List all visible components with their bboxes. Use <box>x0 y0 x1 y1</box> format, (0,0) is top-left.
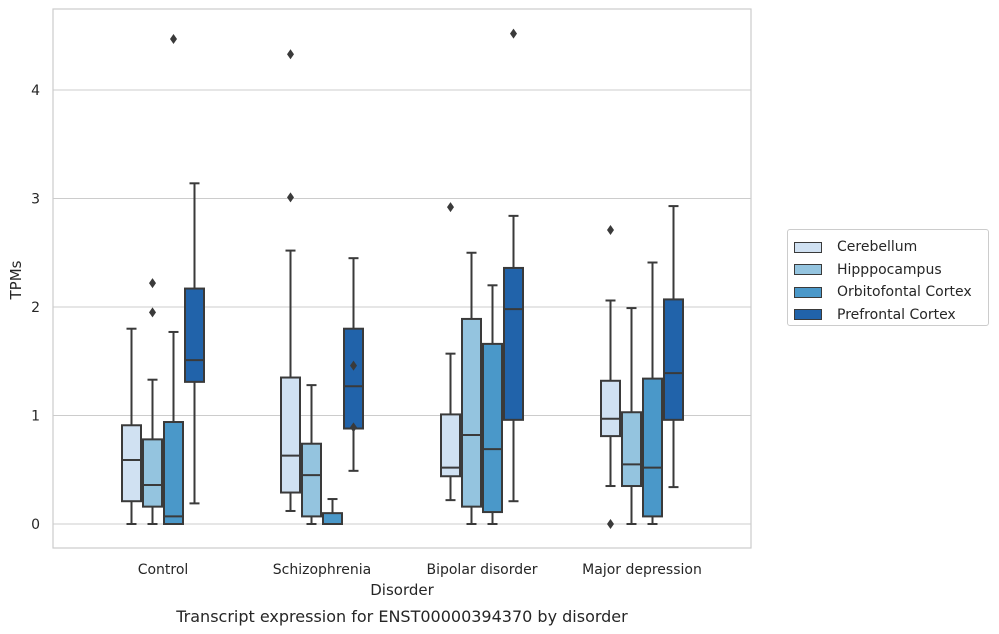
box-body <box>322 512 343 526</box>
legend-item-hippocampus: Hipppocampus <box>794 259 988 282</box>
plot-frame <box>52 8 752 549</box>
y-tick-label: 3 <box>31 192 40 208</box>
outlier-point <box>170 34 177 45</box>
outlier-point <box>510 28 517 39</box>
y-axis-label: TPMs <box>7 260 25 300</box>
box-plot-area <box>121 28 684 529</box>
box-1-3 <box>621 307 642 525</box>
x-tick-label: Major depression <box>582 562 702 578</box>
box-body <box>600 379 621 438</box>
legend-label: Orbitofontal Cortex <box>837 284 972 301</box>
chart-title: Transcript expression for ENST0000039437… <box>175 607 628 626</box>
y-tick-labels: 0 1 2 3 4 <box>31 83 40 533</box>
x-tick-labels: Control Schizophrenia Bipolar disorder Majo… <box>138 562 702 578</box>
box-2-1 <box>322 498 343 526</box>
outlier-point <box>350 422 357 433</box>
box-body <box>440 413 461 478</box>
box-2-2 <box>482 284 503 525</box>
x-tick-label: Bipolar disorder <box>426 562 537 578</box>
legend-item-orbitofrontal-cortex: Orbitofontal Cortex <box>794 281 988 304</box>
box-0-3 <box>600 224 621 529</box>
box-0-1 <box>280 49 301 512</box>
legend-item-prefrontal-cortex: Prefrontal Cortex <box>794 304 988 327</box>
box-body <box>482 342 503 514</box>
y-tick-label: 1 <box>31 409 40 425</box>
legend-swatch <box>794 286 822 298</box>
box-body <box>461 317 482 508</box>
box-body <box>642 377 663 518</box>
y-tick-label: 4 <box>31 83 40 99</box>
box-body <box>621 411 642 488</box>
legend-swatch <box>794 241 822 253</box>
legend-swatch <box>794 309 822 321</box>
box-body <box>163 421 184 526</box>
box-body <box>343 327 364 430</box>
x-tick-label: Control <box>138 562 189 578</box>
box-body <box>184 287 205 383</box>
box-3-0 <box>184 182 205 505</box>
outlier-point <box>607 519 614 529</box>
box-1-2 <box>461 251 482 525</box>
box-3-3 <box>663 205 684 489</box>
legend-swatch <box>794 264 822 276</box>
box-2-3 <box>642 261 663 525</box>
box-body <box>663 298 684 421</box>
legend-label: Cerebellum <box>837 239 918 256</box>
y-tick-label: 2 <box>31 300 40 316</box>
outlier-point <box>149 307 156 318</box>
y-tick-label: 0 <box>31 517 40 533</box>
box-1-0 <box>142 278 163 525</box>
box-3-1 <box>343 257 364 472</box>
outlier-point <box>350 360 357 371</box>
box-body <box>142 438 163 508</box>
x-tick-label: Schizophrenia <box>273 562 371 578</box>
box-body <box>280 376 301 494</box>
outlier-point <box>607 224 614 235</box>
legend-item-cerebellum: Cerebellum <box>794 236 988 259</box>
outlier-point <box>287 49 294 60</box>
box-body <box>503 266 524 421</box>
box-2-0 <box>163 34 184 526</box>
x-axis-label: Disorder <box>370 581 434 599</box>
legend-label: Hipppocampus <box>837 261 942 278</box>
outlier-point <box>447 202 454 213</box>
legend: Cerebellum Hipppocampus Orbitofontal Cor… <box>787 229 989 326</box>
box-0-2 <box>440 202 461 502</box>
outlier-point <box>287 192 294 203</box>
box-1-1 <box>301 384 322 525</box>
box-body <box>121 424 142 503</box>
outlier-point <box>149 278 156 289</box>
box-0-0 <box>121 327 142 525</box>
legend-label: Prefrontal Cortex <box>837 306 956 323</box>
box-body <box>301 442 322 518</box>
box-3-2 <box>503 28 524 503</box>
